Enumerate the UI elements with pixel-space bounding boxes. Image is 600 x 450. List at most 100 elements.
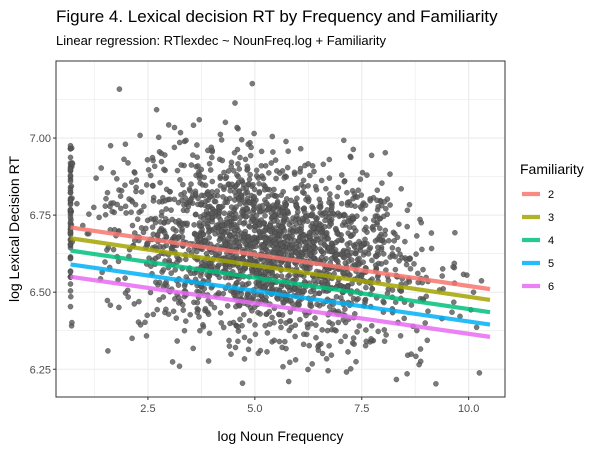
data-point (470, 289, 477, 296)
data-point (251, 193, 258, 200)
data-point (378, 246, 385, 253)
data-point (294, 185, 301, 191)
data-point (268, 160, 275, 166)
data-point (202, 198, 209, 205)
data-point (220, 324, 227, 331)
data-point (370, 223, 376, 230)
data-point (175, 282, 182, 288)
data-point (365, 250, 372, 257)
data-point (67, 189, 74, 196)
data-point (113, 175, 120, 182)
legend-label: 3 (548, 212, 554, 224)
data-point (326, 303, 333, 310)
data-point (251, 206, 257, 213)
data-point (232, 344, 239, 351)
data-point (175, 199, 182, 206)
data-point (117, 193, 124, 200)
data-point (262, 162, 269, 169)
data-point (286, 359, 293, 366)
data-point (373, 253, 380, 260)
data-point (342, 333, 349, 340)
y-tick-label: 6.75 (30, 210, 51, 222)
data-point (281, 338, 288, 345)
data-point (300, 331, 307, 338)
data-point (231, 230, 237, 237)
x-tick-label: 5.0 (247, 403, 262, 415)
data-point (246, 199, 253, 205)
data-point (318, 248, 325, 255)
data-point (276, 311, 282, 318)
data-point (188, 162, 195, 168)
data-point (280, 204, 287, 210)
data-point (137, 132, 143, 139)
data-point (261, 186, 268, 193)
data-point (255, 350, 262, 357)
data-point (304, 324, 311, 331)
data-point (67, 288, 74, 294)
data-point (235, 161, 241, 167)
data-point (147, 289, 154, 296)
data-point (217, 173, 224, 180)
data-point (247, 171, 253, 178)
data-point (245, 346, 252, 353)
data-point (154, 231, 161, 238)
data-point (124, 287, 131, 294)
data-point (363, 284, 369, 291)
data-point (318, 177, 325, 184)
x-tick-label: 10.0 (458, 403, 479, 415)
data-point (157, 179, 163, 186)
data-point (122, 182, 128, 189)
data-point (313, 216, 320, 223)
data-point (184, 220, 191, 227)
data-point (292, 356, 299, 363)
data-point (150, 183, 156, 189)
data-point (107, 142, 114, 149)
data-point (280, 188, 287, 195)
data-point (129, 198, 136, 205)
data-point (67, 197, 74, 204)
data-point (191, 221, 197, 228)
data-point (305, 182, 311, 189)
data-point (103, 195, 109, 202)
data-point (382, 231, 388, 238)
data-point (182, 318, 189, 324)
data-point (122, 141, 129, 148)
data-point (218, 320, 225, 326)
data-point (355, 295, 361, 302)
data-point (131, 301, 138, 307)
data-point (439, 273, 446, 279)
data-point (218, 228, 225, 234)
data-point (404, 370, 410, 377)
data-point (179, 234, 186, 240)
data-point (257, 311, 264, 317)
data-point (381, 327, 388, 333)
data-point (234, 124, 240, 131)
data-point (347, 154, 354, 161)
data-point (273, 168, 280, 174)
data-point (278, 241, 284, 247)
data-point (389, 252, 396, 259)
data-point (237, 214, 244, 221)
data-point (214, 188, 221, 194)
data-point (235, 324, 241, 330)
data-point (419, 246, 425, 253)
data-point (288, 197, 294, 204)
data-point (129, 222, 136, 229)
data-point (353, 358, 359, 365)
data-point (308, 303, 315, 310)
data-point (326, 319, 332, 326)
data-point (168, 207, 174, 213)
data-point (402, 238, 408, 245)
data-point (179, 228, 185, 235)
data-point (67, 269, 74, 275)
data-point (305, 160, 312, 167)
data-point (269, 314, 275, 321)
data-point (167, 196, 173, 203)
data-point (221, 210, 228, 217)
data-point (190, 345, 197, 352)
data-point (274, 273, 280, 279)
data-point (307, 252, 314, 258)
data-point (271, 337, 278, 344)
data-point (226, 337, 232, 344)
data-point (294, 195, 300, 202)
